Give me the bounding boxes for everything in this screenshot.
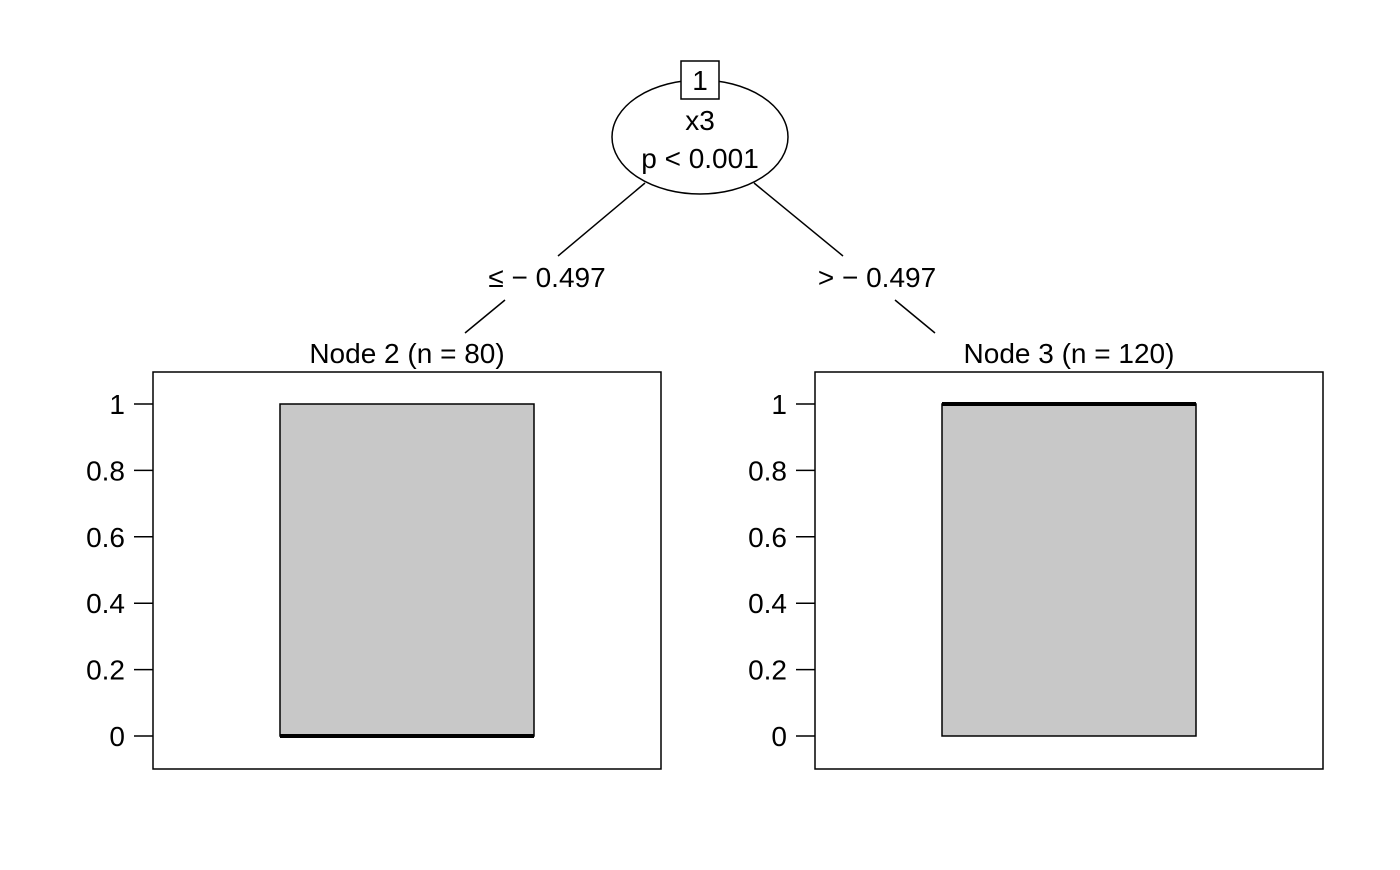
y-tick-label: 0: [109, 721, 125, 752]
root-p-value: p < 0.001: [641, 143, 759, 174]
root-node: 1 x3 p < 0.001: [611, 60, 789, 195]
box: [941, 403, 1197, 737]
y-tick-label: 1: [771, 389, 787, 420]
y-tick-label: 0.6: [86, 522, 125, 553]
y-tick-label: 0: [771, 721, 787, 752]
y-tick-label: 1: [109, 389, 125, 420]
y-tick-label: 0.6: [748, 522, 787, 553]
edge-label-left: ≤ − 0.497: [488, 262, 605, 293]
y-tick-label: 0.4: [748, 588, 787, 619]
node-title: Node 2 (n = 80): [309, 338, 504, 369]
y-tick-label: 0.2: [86, 655, 125, 686]
edge-label-right: > − 0.497: [818, 262, 936, 293]
edge-right-lower: [894, 299, 936, 334]
node-title: Node 3 (n = 120): [964, 338, 1175, 369]
y-tick-label: 0.2: [748, 655, 787, 686]
terminal-node-2: Node 2 (n = 80) 0 0.2 0.4 0.6 0.8 1: [86, 338, 662, 770]
y-tick-label: 0.8: [86, 455, 125, 486]
y-tick-label: 0.8: [748, 455, 787, 486]
terminal-node-3: Node 3 (n = 120) 0 0.2 0.4 0.6 0.8 1: [748, 338, 1324, 770]
edge-left-lower: [464, 299, 506, 334]
root-id-label: 1: [692, 65, 708, 96]
edge-left-upper: [557, 182, 646, 257]
root-id-box: [680, 60, 720, 100]
edge-right-upper: [753, 182, 844, 257]
root-variable: x3: [685, 105, 715, 136]
box: [279, 403, 535, 737]
y-tick-label: 0.4: [86, 588, 125, 619]
